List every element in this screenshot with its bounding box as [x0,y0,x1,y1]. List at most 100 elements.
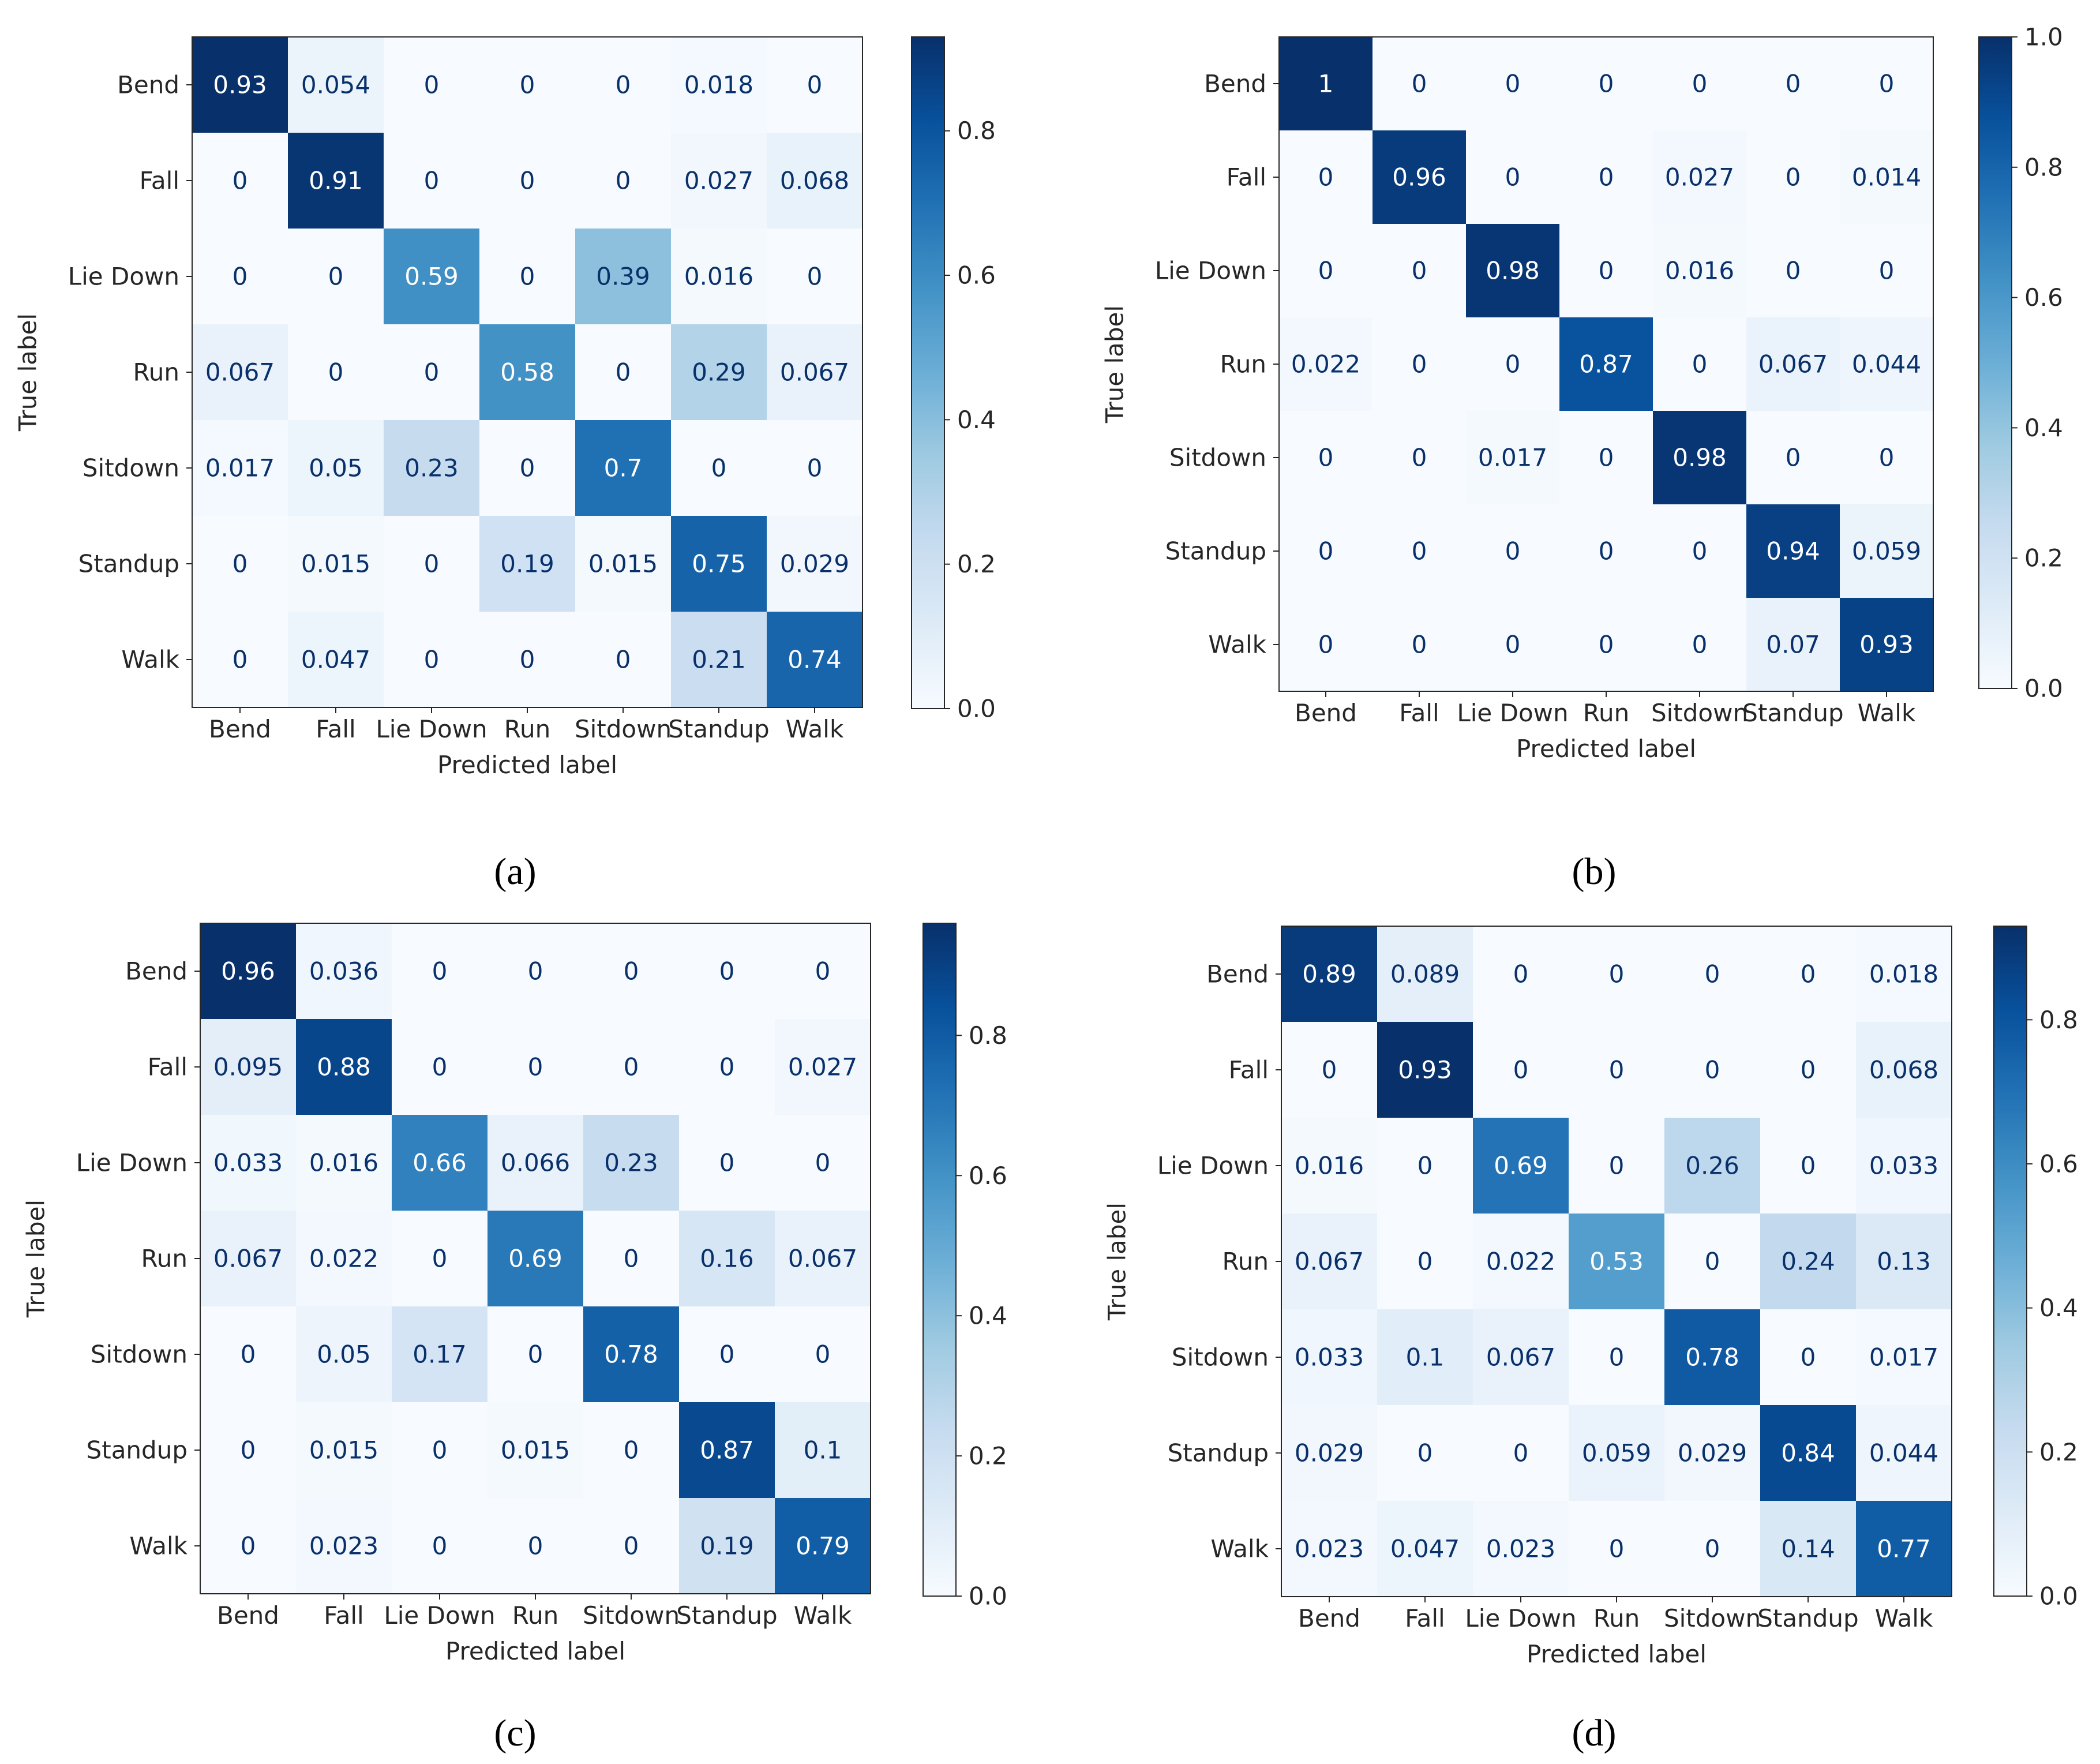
cell-value-label: 0 [1786,257,1801,285]
matrix-cell [671,229,767,325]
matrix-cell [1377,1405,1473,1501]
cell-value-label: 0 [624,1532,639,1560]
cell-value-label: 0 [1505,350,1521,379]
cell-value-label: 0.93 [1398,1056,1452,1084]
cell-value-label: 0.067 [213,1245,283,1273]
cell-value-label: 0 [1705,1248,1720,1276]
x-tick-label: Lie Down [1465,1604,1576,1632]
y-tick-label: Standup [78,550,179,578]
matrix-cell [200,1306,297,1403]
matrix-cell [679,1402,775,1499]
matrix-cell [1473,1022,1569,1118]
y-tick-label: Walk [129,1532,187,1560]
matrix-cell [1840,317,1934,411]
matrix-cell [671,324,767,421]
colorbar-tick-label: 0.6 [969,1162,1007,1190]
cell-value-label: 0.054 [301,71,370,99]
x-tick-label: Standup [1757,1604,1858,1632]
colorbar-tick-label: 0.6 [957,261,996,290]
matrix-cell [479,612,576,708]
cell-value-label: 0 [1801,960,1816,988]
confusion-matrix-panel: 0.89 0.089 0 0 0 0 0.018 0 0.93 0 0 0 0 0.068 0.016 0 0.… [1103,926,2078,1754]
cell-value-label: 0 [1692,70,1708,98]
colorbar-tick-label: 0.2 [957,550,996,578]
colorbar-tick-label: 0.8 [969,1021,1007,1050]
matrix-cell [288,229,384,325]
cell-value-label: 0.036 [309,957,378,986]
cell-value-label: 0.93 [213,71,267,99]
cell-value-label: 0 [616,71,631,99]
matrix-cell [1856,1022,1952,1118]
matrix-cell [1377,1022,1473,1118]
colorbar-tick-label: 0.4 [957,406,996,434]
matrix-cell [288,324,384,421]
cell-value-label: 0 [424,71,440,99]
x-tick-label: Sitdown [583,1601,680,1630]
cell-value-label: 0.017 [1478,444,1547,472]
cell-value-label: 0 [616,358,631,387]
matrix-cell [583,1019,680,1115]
x-axis-title: Predicted label [1527,1640,1707,1668]
cell-value-label: 0 [624,1245,639,1273]
matrix-cell [384,133,480,229]
matrix-cell [192,37,288,133]
matrix-cell [679,1211,775,1307]
cell-value-label: 0 [815,1149,831,1177]
matrix-cell [1466,130,1560,224]
cell-value-label: 0.93 [1859,631,1914,659]
cell-value-label: 0 [328,263,344,291]
cell-value-label: 0 [1417,1248,1433,1276]
cell-value-label: 0.059 [1852,537,1921,565]
cell-value-label: 0.068 [1869,1056,1938,1084]
matrix-cell [679,1498,775,1594]
cell-value-label: 0 [616,167,631,195]
colorbar-tick-label: 1.0 [2024,23,2063,51]
matrix-cell [1281,1214,1378,1310]
colorbar [922,923,957,1597]
y-tick-label: Bend [1204,70,1266,98]
matrix-cell [1653,37,1747,131]
matrix-cell [1746,411,1840,505]
cell-value-label: 0 [1599,70,1614,98]
cell-value-label: 0 [1322,1056,1337,1084]
matrix-cell [775,1306,871,1403]
y-tick-label: Fall [148,1053,187,1081]
matrix-cell [1559,317,1653,411]
colorbar [1978,36,2012,689]
cell-value-label: 0.98 [1672,444,1727,472]
matrix-cell [1279,224,1373,318]
matrix-cell [192,612,288,708]
y-tick-label: Lie Down [68,263,179,291]
cell-value-label: 0 [1879,257,1895,285]
cell-value-label: 0.05 [309,454,363,482]
x-tick-label: Run [1583,699,1630,727]
cell-value-label: 0 [232,167,248,195]
cell-value-label: 0.067 [1295,1248,1364,1276]
y-tick-label: Run [133,358,179,387]
matrix-cell [775,1402,871,1499]
matrix-cell [384,420,480,516]
matrix-cell [1760,926,1857,1023]
cell-value-label: 0.87 [1579,350,1633,379]
matrix-cell [296,1306,392,1403]
cell-value-label: 0 [1412,537,1427,565]
cell-value-label: 0 [1412,350,1427,379]
matrix-cell [1279,317,1373,411]
matrix-cell [392,1306,488,1403]
cell-value-label: 0 [1692,537,1708,565]
cell-value-label: 0.1 [804,1436,842,1465]
x-tick-label: Lie Down [384,1601,495,1630]
matrix-cell [296,1498,392,1594]
cell-value-label: 0 [1801,1056,1816,1084]
cell-value-label: 0.023 [309,1532,378,1560]
matrix-cell [583,1211,680,1307]
cell-value-label: 0 [424,550,440,578]
colorbar-tick-label: 0.6 [2039,1149,2078,1178]
matrix-cell [487,1402,584,1499]
matrix-cell [384,612,480,708]
cell-value-label: 0.21 [692,646,746,674]
matrix-cell [1473,1501,1569,1597]
cell-value-label: 0 [807,454,823,482]
colorbar-tick-label: 0.0 [969,1582,1007,1611]
matrix-cell [671,612,767,708]
